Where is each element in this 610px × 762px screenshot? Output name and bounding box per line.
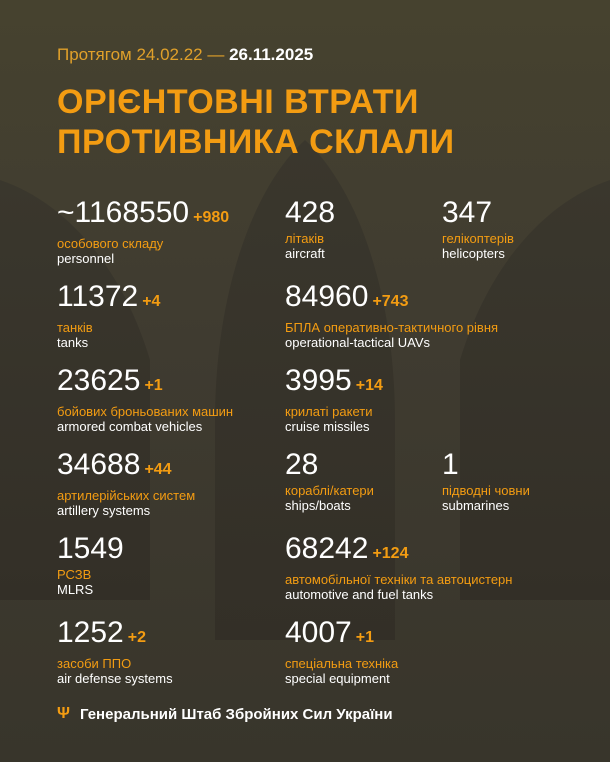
stat-uavs: 84960 +743 БПЛА оперативно-тактичного рів… [285,280,498,350]
stat-value: 347 [442,196,493,229]
stat-special-equipment: 4007 +1 спеціальна техніка special equipm… [285,616,398,686]
stat-label-en: ships/boats [285,498,351,513]
page-title: ОРІЄНТОВНІ ВТРАТИ ПРОТИВНИКА СКЛАЛИ [57,82,455,162]
stat-helicopters: 347 гелікоптерів helicopters [442,196,514,261]
stat-label-en: automotive and fuel tanks [285,587,434,602]
stat-label-en: tanks [57,335,89,350]
stat-mlrs: 1549 РСЗВ MLRS [57,532,124,597]
stat-delta: +980 [193,209,230,226]
stat-delta: +743 [372,293,409,310]
footer: Ψ Генеральний Штаб Збройних Сил України [57,705,393,723]
stat-personnel: ~1168550 +980 особового складу personnel [57,196,229,266]
period: Протягом 24.02.22 — 26.11.2025 [57,45,313,65]
stat-label-ua: крилаті ракети [285,404,373,419]
stat-label-en: cruise missiles [285,419,370,434]
stat-value: 1252 +2 [57,616,146,649]
title-line: ОРІЄНТОВНІ ВТРАТИ [57,83,419,121]
stat-label-ua: літаків [285,231,324,246]
stat-ships: 28 кораблі/катери ships/boats [285,448,374,513]
stat-label-ua: засоби ППО [57,656,132,671]
stat-value: 428 [285,196,336,229]
stat-label-ua: спеціальна техніка [285,656,399,671]
stat-label-en: aircraft [285,246,325,261]
stat-value: 1549 [57,532,124,565]
stat-label-ua: кораблі/катери [285,483,374,498]
stat-label-en: MLRS [57,582,94,597]
stat-value: 84960 +743 [285,280,409,313]
stat-label-ua: підводні човни [442,483,530,498]
stat-delta: +1 [144,377,163,394]
stat-submarines: 1 підводні човни submarines [442,448,530,513]
stat-aircraft: 428 літаків aircraft [285,196,335,261]
stat-label-en: artillery systems [57,503,151,518]
stat-artillery: 34688 +44 артилерійських систем artillery… [57,448,195,518]
stat-delta: +124 [372,545,409,562]
stat-value: 4007 +1 [285,616,374,649]
stat-value: 68242 +124 [285,532,409,565]
stat-delta: +1 [355,629,374,646]
footer-text: Генеральний Штаб Збройних Сил України [79,705,393,723]
stat-value: 34688 +44 [57,448,172,481]
stat-delta: +14 [355,377,383,394]
stat-label-en: armored combat vehicles [57,419,203,434]
stat-label-ua: БПЛА оперативно-тактичного рівня [285,320,499,335]
stat-armored-vehicles: 23625 +1 бойових броньованих машин armore… [57,364,233,434]
stat-label-en: helicopters [442,246,505,261]
stat-value: 23625 +1 [57,364,163,397]
stat-label-ua: бойових броньованих машин [57,404,234,419]
period-date: 26.11.2025 [229,45,314,64]
stat-delta: +44 [144,461,172,478]
stat-value: 1 [442,448,459,481]
stat-tanks: 11372 +4 танків tanks [57,280,160,350]
stat-value: 11372 +4 [57,280,161,313]
stat-value: ~1168550 +980 [57,196,230,229]
stat-value: 28 [285,448,319,481]
stat-delta: +4 [142,293,161,310]
stat-label-ua: артилерійських систем [57,488,196,503]
trident-icon: Ψ [57,705,70,722]
stat-value: 3995 +14 [285,364,383,397]
stat-label-ua: гелікоптерів [442,231,514,246]
stat-automotive: 68242 +124 автомобільної техніки та автоц… [285,532,512,602]
stat-label-en: personnel [57,251,115,266]
stat-label-ua: РСЗВ [57,567,92,582]
stat-label-ua: особового складу [57,236,164,251]
stat-label-en: air defense systems [57,671,173,686]
stat-label-ua: танків [57,320,93,335]
stat-cruise-missiles: 3995 +14 крилаті ракети cruise missiles [285,364,383,434]
title-line: ПРОТИВНИКА СКЛАЛИ [57,123,455,161]
stat-label-ua: автомобільної техніки та автоцистерн [285,572,513,587]
stat-delta: +2 [127,629,146,646]
stat-air-defense: 1252 +2 засоби ППО air defense systems [57,616,173,686]
period-prefix: Протягом 24.02.22 — [57,45,225,64]
stat-label-en: submarines [442,498,510,513]
stat-label-en: special equipment [285,671,390,686]
stat-label-en: operational-tactical UAVs [285,335,430,350]
